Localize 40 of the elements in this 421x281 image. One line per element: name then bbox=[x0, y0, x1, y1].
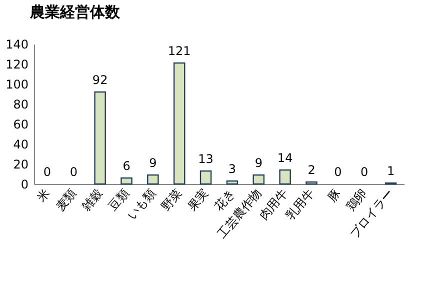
x-tick-label: 果実 bbox=[184, 186, 212, 214]
chart-title: 農業経営体数 bbox=[29, 3, 122, 21]
data-label: 9 bbox=[254, 156, 262, 170]
y-tick-label: 0 bbox=[20, 178, 28, 192]
data-label: 3 bbox=[228, 162, 236, 176]
bar bbox=[94, 91, 106, 185]
y-tick-label: 100 bbox=[6, 78, 28, 92]
data-label: 14 bbox=[277, 151, 293, 165]
data-label: 0 bbox=[43, 165, 52, 179]
bar bbox=[306, 181, 318, 185]
data-label: 92 bbox=[92, 73, 108, 87]
y-tick-label: 120 bbox=[6, 58, 28, 72]
bar bbox=[173, 62, 186, 185]
data-label: 0 bbox=[360, 165, 368, 179]
data-label: 9 bbox=[149, 156, 157, 170]
bar bbox=[252, 174, 265, 185]
x-tick-label: 豚 bbox=[324, 186, 344, 204]
data-label: 121 bbox=[168, 44, 191, 58]
x-tick-label: 豆類 bbox=[106, 186, 132, 214]
x-tick-label: 麦類 bbox=[52, 186, 80, 214]
data-label: 2 bbox=[308, 163, 316, 177]
bar bbox=[200, 170, 212, 185]
y-tick-label: 140 bbox=[6, 38, 28, 52]
bar bbox=[120, 177, 132, 185]
y-tick-label: 20 bbox=[13, 158, 28, 172]
bar bbox=[226, 180, 238, 185]
data-label: 6 bbox=[122, 159, 130, 173]
x-tick-label: 雑穀 bbox=[79, 186, 106, 214]
x-tick-label: 米 bbox=[34, 186, 53, 204]
y-tick-label: 40 bbox=[13, 138, 28, 152]
x-tick-label: 鶏卵 bbox=[344, 186, 370, 214]
data-label: 0 bbox=[334, 165, 342, 179]
bar bbox=[147, 174, 159, 185]
bar bbox=[279, 169, 291, 185]
y-tick-label: 80 bbox=[13, 98, 28, 112]
data-label: 0 bbox=[70, 165, 78, 179]
data-label: 13 bbox=[198, 152, 214, 166]
x-tick-label: 野菜 bbox=[158, 186, 185, 214]
data-label: 1 bbox=[386, 164, 395, 178]
y-tick-label: 60 bbox=[13, 118, 28, 132]
